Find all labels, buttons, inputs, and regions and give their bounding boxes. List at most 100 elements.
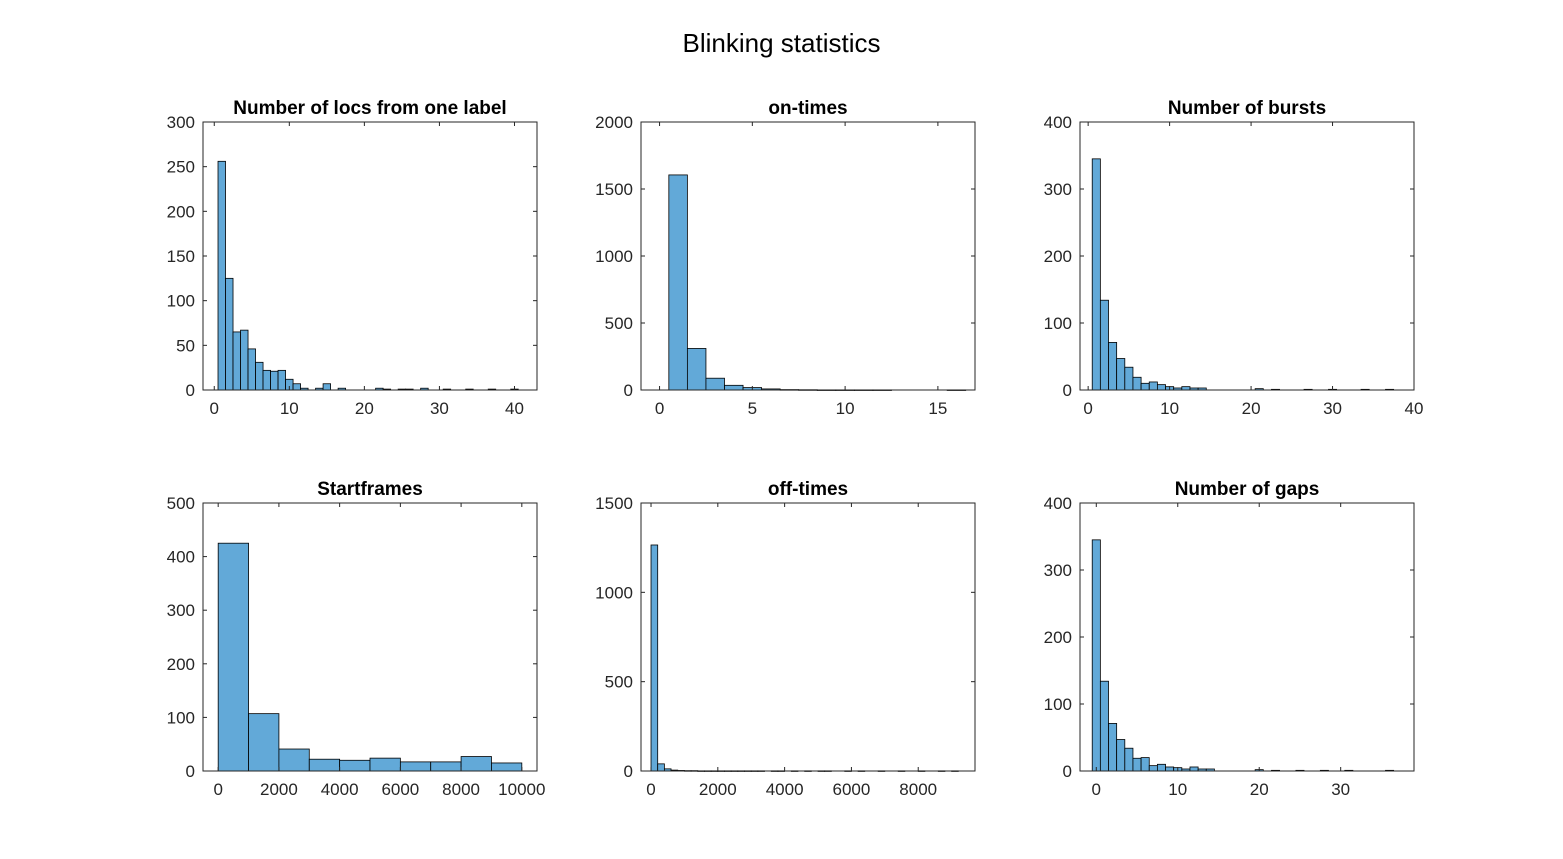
y-tick-label: 200 (1044, 247, 1072, 266)
y-tick-label: 250 (167, 158, 195, 177)
chart-panel-1: 0 10 20 30 40 0 50 100 150 200 250 300 Number of loc… (167, 98, 538, 418)
x-tick-label: 40 (505, 399, 524, 418)
histogram-bar (1189, 766, 1199, 772)
histogram-bar (1140, 382, 1150, 391)
x-tick-label: 0 (646, 780, 655, 799)
histogram-bar (232, 331, 241, 391)
y-tick-label: 200 (167, 655, 195, 674)
y-tick-label: 0 (186, 381, 195, 400)
x-tick-label: 15 (928, 399, 947, 418)
histogram-bar (270, 370, 279, 391)
histogram-bar (262, 369, 271, 391)
x-tick-label: 10 (836, 399, 855, 418)
histogram-bar (1116, 358, 1126, 391)
histogram-bar (724, 384, 744, 391)
histogram-bar (1116, 739, 1126, 772)
axes-title: Startframes (317, 479, 423, 500)
histogram-bar (217, 160, 226, 391)
y-tick-label: 300 (167, 113, 195, 132)
x-tick-label: 20 (355, 399, 374, 418)
histogram-bar (1156, 384, 1166, 391)
x-tick-label: 6000 (833, 780, 871, 799)
y-tick-label: 500 (167, 494, 195, 513)
histogram-bar (278, 748, 310, 772)
histogram-bar (399, 761, 432, 772)
histogram-bar (686, 348, 707, 391)
y-tick-label: 100 (1044, 314, 1072, 333)
y-tick-label: 0 (624, 762, 633, 781)
histogram-bar (1124, 366, 1134, 391)
y-tick-label: 0 (1063, 381, 1072, 400)
histogram-bar (668, 174, 688, 391)
histogram-bar (1140, 757, 1150, 772)
histogram-bar (248, 713, 280, 772)
y-tick-label: 300 (167, 601, 195, 620)
axes-box (640, 502, 976, 772)
x-tick-label: 20 (1250, 780, 1269, 799)
x-tick-label: 2000 (699, 780, 737, 799)
y-tick-label: 100 (1044, 695, 1072, 714)
x-tick-label: 5 (748, 399, 757, 418)
axes-title: Number of gaps (1175, 479, 1320, 500)
x-tick-label: 30 (1323, 399, 1342, 418)
x-tick-label: 6000 (381, 780, 419, 799)
histogram-bar (1099, 680, 1109, 772)
axes-title: off-times (768, 479, 848, 500)
histogram-bar (657, 763, 665, 772)
x-tick-label: 2000 (260, 780, 298, 799)
y-tick-label: 150 (167, 247, 195, 266)
x-tick-label: 30 (430, 399, 449, 418)
histogram-bar (705, 377, 725, 391)
chart-panel-5: 0 2000 4000 6000 8000 0 500 1000 1500 off-times (595, 479, 976, 799)
y-tick-label: 200 (1044, 628, 1072, 647)
y-tick-label: 50 (176, 336, 195, 355)
y-tick-label: 400 (1044, 113, 1072, 132)
y-tick-label: 0 (1063, 762, 1072, 781)
x-tick-label: 40 (1405, 399, 1424, 418)
y-tick-label: 300 (1044, 561, 1072, 580)
y-tick-label: 400 (167, 548, 195, 567)
histogram-bar (460, 756, 492, 772)
chart-panel-4: 0 2000 4000 6000 8000 10000 0 100 200 300 400 500 St… (167, 479, 546, 799)
x-tick-label: 0 (1083, 399, 1092, 418)
axes-box (1079, 502, 1415, 772)
x-tick-label: 8000 (899, 780, 937, 799)
y-tick-label: 1500 (595, 180, 633, 199)
y-tick-label: 2000 (595, 113, 633, 132)
y-tick-label: 0 (186, 762, 195, 781)
histogram-bar (1091, 539, 1101, 772)
histogram-bar (1091, 158, 1101, 391)
histogram-bar (491, 762, 523, 772)
histogram-bar (277, 369, 286, 391)
histogram-bar (339, 759, 371, 772)
histogram-bar (225, 277, 234, 391)
y-tick-label: 200 (167, 202, 195, 221)
axes-box (202, 502, 538, 772)
histogram-bar (240, 329, 249, 391)
x-tick-label: 0 (210, 399, 219, 418)
x-tick-label: 10000 (498, 780, 545, 799)
x-tick-label: 0 (213, 780, 222, 799)
y-tick-label: 1000 (595, 583, 633, 602)
histogram-bar (1108, 723, 1118, 772)
histogram-bar (1181, 386, 1191, 391)
x-tick-label: 8000 (442, 780, 480, 799)
y-tick-label: 0 (624, 381, 633, 400)
chart-panel-2: 0 5 10 15 0 500 1000 1500 2000 on-times (595, 98, 976, 418)
x-tick-label: 0 (1092, 780, 1101, 799)
histogram-bar (1132, 757, 1142, 772)
y-tick-label: 1500 (595, 494, 633, 513)
histogram-bar (1165, 766, 1175, 772)
y-tick-label: 100 (167, 708, 195, 727)
x-tick-label: 10 (1160, 399, 1179, 418)
histogram-bar (650, 544, 659, 772)
histogram-bar (1099, 299, 1109, 391)
x-tick-label: 0 (655, 399, 664, 418)
x-tick-label: 10 (280, 399, 299, 418)
y-tick-label: 500 (605, 314, 633, 333)
histogram-bar (247, 348, 256, 391)
x-tick-label: 4000 (321, 780, 359, 799)
